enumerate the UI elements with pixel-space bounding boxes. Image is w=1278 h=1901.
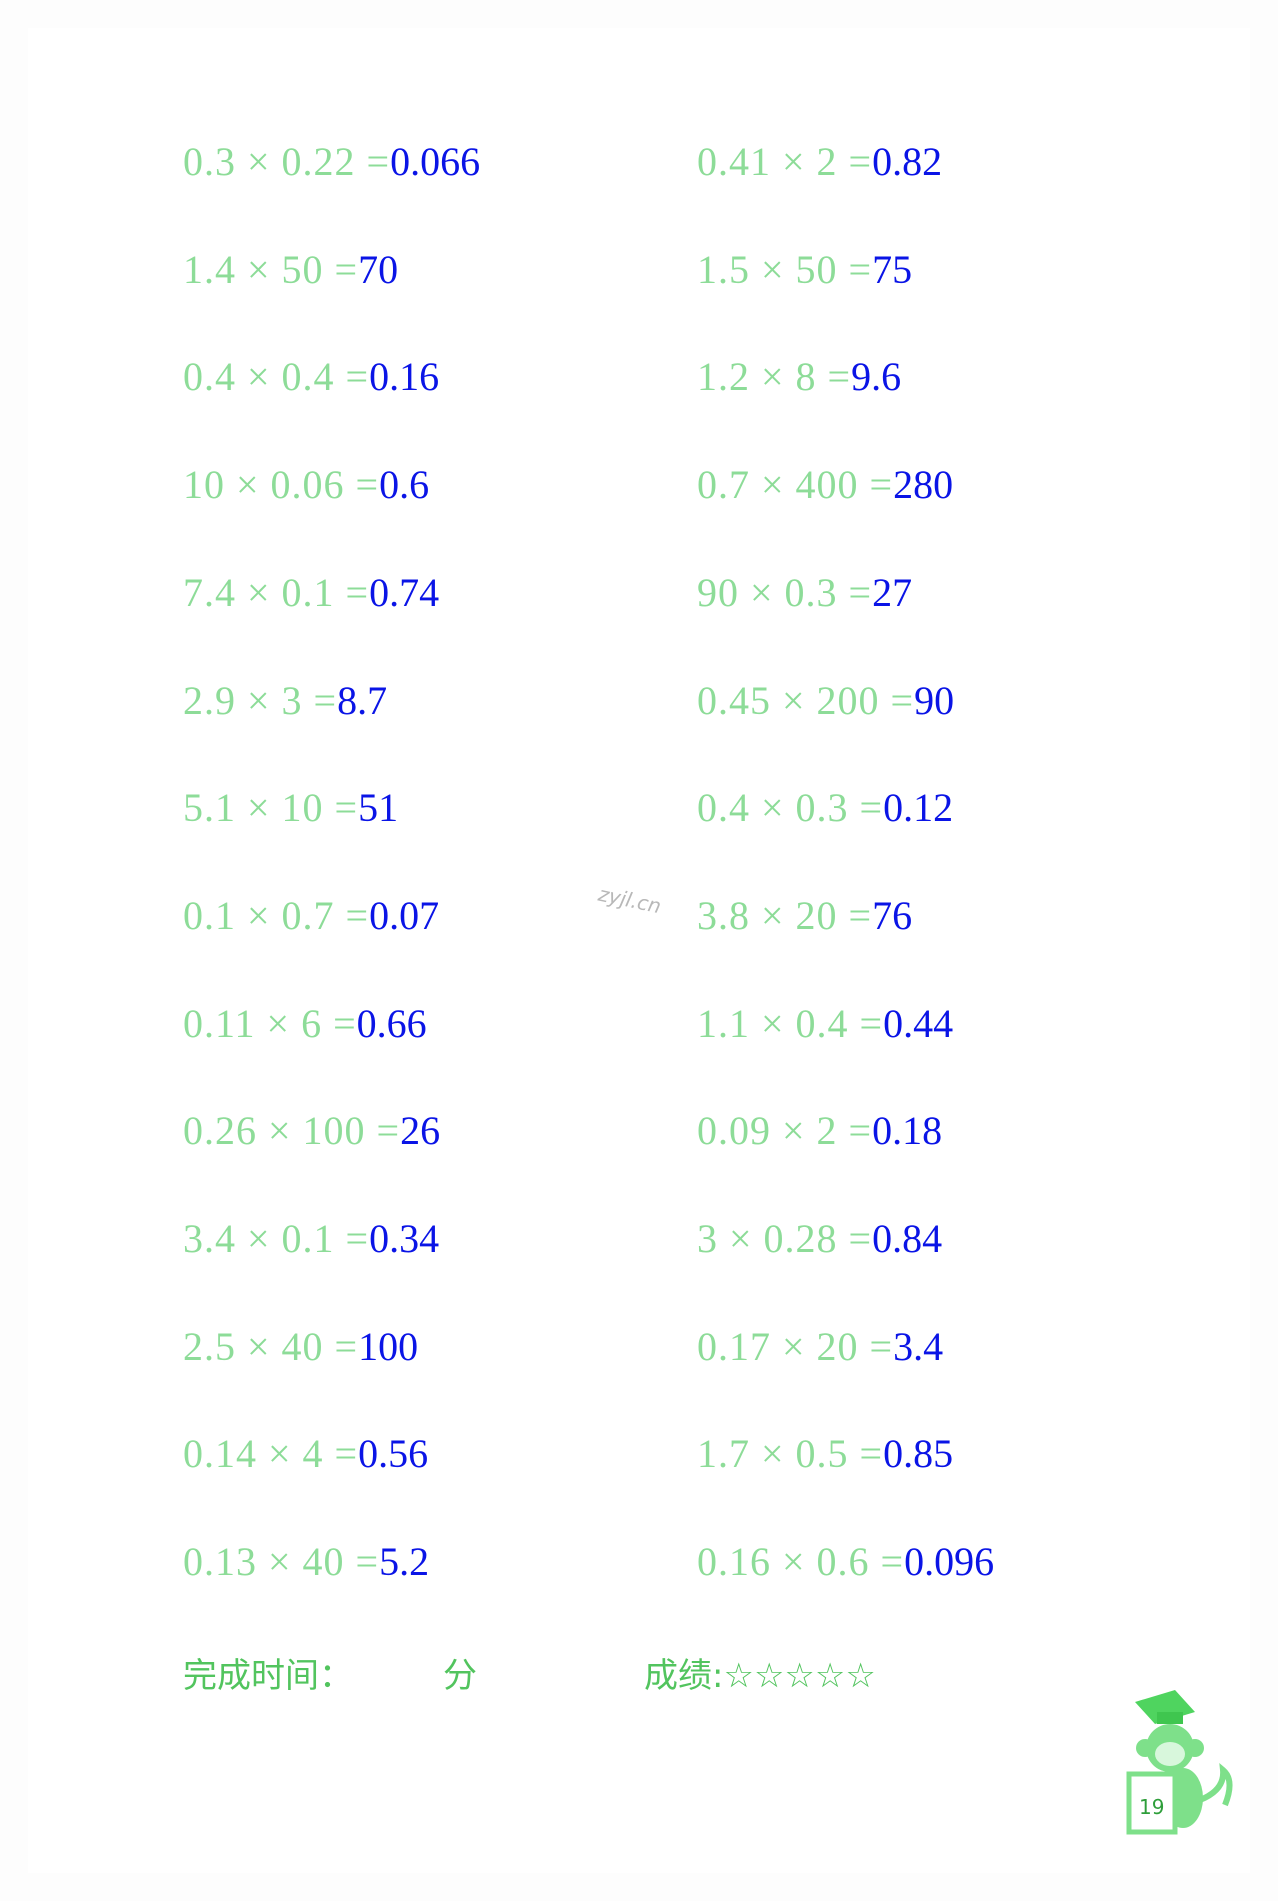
- problem-item: 0.7 × 400 =280: [697, 461, 953, 509]
- problem-item: 0.4 × 0.3 =0.12: [697, 784, 953, 832]
- problem-item: 0.09 × 2 =0.18: [697, 1107, 942, 1155]
- problem-question: 10 × 0.06 =: [183, 462, 380, 508]
- problem-item: 5.1 × 10 =51: [183, 784, 398, 832]
- problem-question: 0.41 × 2 =: [697, 139, 873, 184]
- problem-item: 0.17 × 20 =3.4: [697, 1323, 943, 1371]
- monkey-icon: 19: [1126, 1690, 1233, 1835]
- problem-question: 1.1 × 0.4 =: [697, 1000, 884, 1046]
- minutes-unit: 分: [443, 1656, 477, 1696]
- problem-answer: 76: [872, 892, 913, 938]
- problem-item: 7.4 × 0.1 =0.74: [183, 569, 439, 617]
- page-number: 19: [1139, 1795, 1164, 1819]
- problem-item: 1.4 × 50 =70: [183, 246, 398, 294]
- problem-question: 0.13 × 40 =: [183, 1539, 380, 1585]
- problem-answer: 0.74: [369, 569, 440, 615]
- problem-question: 1.2 × 8 =: [697, 354, 852, 400]
- problem-answer: 27: [872, 569, 913, 615]
- problem-question: 0.7 × 400 =: [697, 462, 894, 508]
- problem-question: 2.5 × 40 =: [183, 1323, 359, 1369]
- problem-answer: 0.44: [883, 1000, 954, 1046]
- problem-item: 2.5 × 40 =100: [183, 1323, 418, 1371]
- problem-item: 1.7 × 0.5 =0.85: [697, 1430, 953, 1478]
- problem-answer: 8.7: [337, 677, 388, 723]
- completion-time-label: 完成时间：: [183, 1656, 353, 1696]
- problem-answer: 0.16: [369, 354, 440, 400]
- problem-item: 0.14 × 4 =0.56: [183, 1430, 428, 1478]
- problem-item: 0.26 × 100 =26: [183, 1107, 440, 1155]
- problem-item: 0.41 × 2 =0.82: [697, 138, 942, 186]
- problem-answer: 0.6: [379, 462, 430, 508]
- problem-item: 10 × 0.06 =0.6: [183, 461, 429, 509]
- problem-question: 5.1 × 10 =: [183, 785, 359, 831]
- worksheet-page: [28, 28, 1250, 1873]
- problem-question: 0.09 × 2 =: [697, 1108, 873, 1154]
- problem-question: 7.4 × 0.1 =: [183, 569, 370, 615]
- problem-question: 1.4 × 50 =: [183, 246, 359, 292]
- problem-question: 3 × 0.28 =: [697, 1216, 873, 1261]
- problem-question: 3.4 × 0.1 =: [183, 1216, 370, 1261]
- score-label: 成绩:☆☆☆☆☆: [644, 1648, 876, 1697]
- problem-answer: 280: [893, 462, 954, 508]
- problem-answer: 0.82: [872, 139, 943, 184]
- problem-question: 0.26 × 100 =: [183, 1108, 401, 1154]
- problem-answer: 0.07: [369, 892, 440, 938]
- problem-answer: 0.096: [904, 1539, 995, 1585]
- problem-item: 0.13 × 40 =5.2: [183, 1538, 429, 1586]
- problem-question: 1.7 × 0.5 =: [697, 1431, 884, 1477]
- problem-answer: 3.4: [893, 1323, 944, 1369]
- problem-item: 0.16 × 0.6 =0.096: [697, 1538, 994, 1586]
- problem-item: 3 × 0.28 =0.84: [697, 1215, 942, 1263]
- problem-answer: 0.34: [369, 1216, 440, 1261]
- monkey-mascot-page-number: 19: [1125, 1690, 1245, 1845]
- problem-question: 0.11 × 6 =: [183, 1000, 357, 1046]
- problem-answer: 100: [358, 1323, 419, 1369]
- problem-question: 0.17 × 20 =: [697, 1323, 894, 1369]
- problem-answer: 51: [358, 785, 399, 831]
- problem-answer: 0.56: [358, 1431, 429, 1477]
- problem-answer: 75: [872, 246, 913, 292]
- problem-question: 2.9 × 3 =: [183, 677, 338, 723]
- problem-item: 1.5 × 50 =75: [697, 246, 912, 294]
- problem-item: 2.9 × 3 =8.7: [183, 677, 387, 725]
- star-rating: ☆☆☆☆☆: [723, 1656, 876, 1696]
- problem-question: 0.14 × 4 =: [183, 1431, 359, 1477]
- problem-item: 3.4 × 0.1 =0.34: [183, 1215, 439, 1263]
- problem-answer: 90: [914, 677, 955, 723]
- problem-question: 0.16 × 0.6 =: [697, 1539, 905, 1585]
- problem-item: 0.45 × 200 =90: [697, 677, 954, 725]
- problem-question: 3.8 × 20 =: [697, 892, 873, 938]
- problem-question: 0.45 × 200 =: [697, 677, 915, 723]
- problem-answer: 0.84: [872, 1216, 943, 1261]
- problem-question: 90 × 0.3 =: [697, 569, 873, 615]
- problem-answer: 0.066: [390, 139, 481, 184]
- problem-answer: 70: [358, 246, 399, 292]
- problem-item: 0.4 × 0.4 =0.16: [183, 353, 439, 401]
- problem-question: 0.3 × 0.22 =: [183, 139, 391, 184]
- problem-item: 0.1 × 0.7 =0.07: [183, 892, 439, 940]
- problem-question: 0.4 × 0.4 =: [183, 354, 370, 400]
- problem-answer: 26: [400, 1108, 441, 1154]
- problem-answer: 0.12: [883, 785, 954, 831]
- score-text: 成绩:: [644, 1656, 724, 1696]
- problem-question: 0.4 × 0.3 =: [697, 785, 884, 831]
- problem-item: 1.1 × 0.4 =0.44: [697, 1000, 953, 1048]
- problem-item: 3.8 × 20 =76: [697, 892, 912, 940]
- problem-item: 1.2 × 8 =9.6: [697, 353, 901, 401]
- problem-answer: 0.85: [883, 1431, 954, 1477]
- problem-item: 90 × 0.3 =27: [697, 569, 912, 617]
- problem-item: 0.3 × 0.22 =0.066: [183, 138, 480, 186]
- problem-answer: 9.6: [851, 354, 902, 400]
- problem-answer: 0.66: [356, 1000, 427, 1046]
- problem-answer: 0.18: [872, 1108, 943, 1154]
- problem-answer: 5.2: [379, 1539, 430, 1585]
- problem-question: 1.5 × 50 =: [697, 246, 873, 292]
- problem-item: 0.11 × 6 =0.66: [183, 1000, 427, 1048]
- problem-question: 0.1 × 0.7 =: [183, 892, 370, 938]
